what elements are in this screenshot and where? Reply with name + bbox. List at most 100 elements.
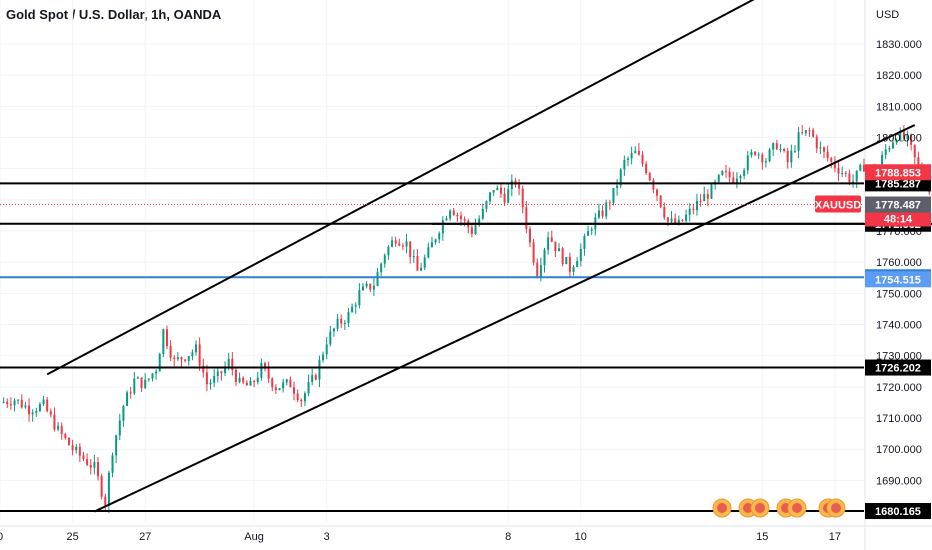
candle-body xyxy=(325,344,328,355)
candle-body xyxy=(318,360,321,380)
candle-body xyxy=(129,392,132,394)
candle-body xyxy=(365,283,368,287)
candle-body xyxy=(285,379,288,383)
candle-body xyxy=(97,462,100,477)
candle-body xyxy=(449,210,452,219)
x-tick-label: 0 xyxy=(0,531,3,543)
symbol-tag xyxy=(815,195,861,213)
candle-body xyxy=(57,425,60,430)
candle-body xyxy=(86,459,89,465)
candle-body xyxy=(20,399,23,408)
price-badge-label: 1778.487 xyxy=(875,200,921,212)
y-tick-label: 1690.000 xyxy=(876,475,922,487)
candle-body xyxy=(532,242,535,263)
candle-body xyxy=(525,207,528,229)
candle-body xyxy=(761,154,764,163)
candle-body xyxy=(271,378,274,388)
candle-body xyxy=(383,255,386,264)
candle-body xyxy=(630,153,633,159)
candle-body xyxy=(910,134,913,145)
candle-body xyxy=(343,322,346,324)
candle-body xyxy=(28,405,31,415)
candle-body xyxy=(583,235,586,249)
y-tick-label: 1720.000 xyxy=(876,382,922,394)
candle-body xyxy=(452,210,455,216)
candle-body xyxy=(703,194,706,202)
candle-body xyxy=(162,329,165,354)
candle-body xyxy=(340,318,343,324)
candle-body xyxy=(93,462,96,468)
candle-body xyxy=(746,155,749,171)
candle-body xyxy=(913,144,916,158)
candle-body xyxy=(804,130,807,134)
candle-body xyxy=(815,136,818,149)
candle-body xyxy=(409,241,412,257)
candle-body xyxy=(216,371,219,377)
candle-body xyxy=(652,180,655,190)
candle-body xyxy=(710,184,713,199)
candle-body xyxy=(17,399,20,401)
candle-body xyxy=(67,437,70,446)
chart-title: Gold Spot / U.S. Dollar, 1h, OANDA xyxy=(6,7,222,22)
y-tick-label: 1800.000 xyxy=(876,133,922,145)
candle-body xyxy=(158,353,161,372)
candle-body xyxy=(372,285,375,290)
candle-body xyxy=(187,356,190,361)
economic-event-flag xyxy=(831,503,841,513)
candle-body xyxy=(147,378,150,380)
candle-body xyxy=(819,147,822,149)
candle-body xyxy=(605,202,608,217)
candle-body xyxy=(830,158,833,162)
candle-body xyxy=(899,130,902,141)
candle-body xyxy=(75,446,78,451)
candle-body xyxy=(779,148,782,150)
candle-body xyxy=(685,214,688,221)
candle-body xyxy=(282,382,285,389)
candle-body xyxy=(823,147,826,152)
candle-body xyxy=(793,150,796,152)
candle-body xyxy=(303,393,306,402)
candle-body xyxy=(267,368,270,379)
candle-body xyxy=(608,202,611,204)
candle-body xyxy=(329,331,332,345)
candle-body xyxy=(35,411,38,413)
candle-body xyxy=(49,411,52,415)
candle-body xyxy=(107,472,110,506)
candle-body xyxy=(78,446,81,456)
candle-body xyxy=(699,200,702,202)
candle-body xyxy=(362,286,364,291)
candle-body xyxy=(220,371,223,374)
x-tick-label: Aug xyxy=(244,531,264,543)
candle-body xyxy=(394,240,397,244)
candle-body xyxy=(398,243,401,246)
candle-body xyxy=(812,130,815,137)
price-badge-label: 1788.853 xyxy=(875,167,921,179)
candle-body xyxy=(205,372,208,385)
candle-body xyxy=(227,358,230,367)
candle-body xyxy=(46,399,49,412)
candle-body xyxy=(224,366,227,374)
candle-body xyxy=(568,257,571,272)
candle-body xyxy=(543,249,546,266)
candle-body xyxy=(754,151,757,155)
candle-body xyxy=(489,192,492,202)
candle-body xyxy=(133,378,136,394)
y-tick-label: 1740.000 xyxy=(876,320,922,332)
candle-body xyxy=(53,414,56,430)
candle-body xyxy=(623,159,626,170)
candle-body xyxy=(891,142,894,149)
candle-body xyxy=(732,177,735,184)
y-tick-label: 1810.000 xyxy=(876,101,922,113)
candle-body xyxy=(198,344,201,366)
candle-body xyxy=(797,132,800,151)
candle-body xyxy=(674,218,677,224)
level-badge xyxy=(865,503,931,520)
candle-body xyxy=(503,193,506,203)
candle-body xyxy=(735,178,738,184)
candle-body xyxy=(841,172,844,174)
candle-body xyxy=(902,130,905,139)
candle-body xyxy=(499,187,502,194)
candle-body xyxy=(144,379,147,388)
trend-line xyxy=(46,0,755,376)
